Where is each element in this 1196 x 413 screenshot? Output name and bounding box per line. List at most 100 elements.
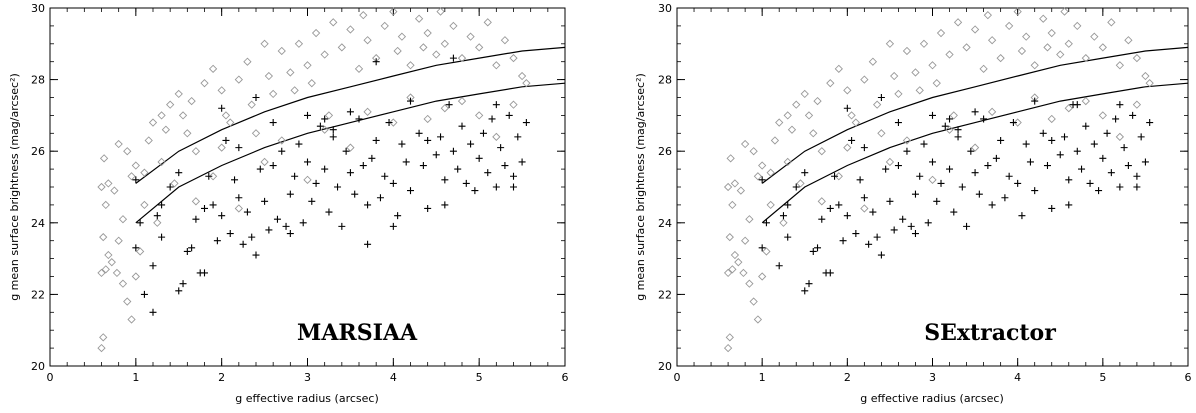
diamond-point (749, 297, 758, 306)
plus-point (1061, 133, 1069, 141)
x-tick-label: 3 (929, 371, 936, 384)
plus-point (1014, 179, 1022, 187)
plus-point (441, 176, 449, 184)
plus-point (890, 226, 898, 234)
x-tick-label: 0 (674, 371, 681, 384)
plus-point (992, 154, 1000, 162)
plus-point (916, 172, 924, 180)
plus-point (501, 162, 509, 170)
diamond-point (492, 132, 501, 142)
diamond-point (843, 86, 852, 95)
plus-point (359, 162, 367, 170)
diamond-point (157, 111, 166, 120)
plus-point (1056, 151, 1064, 159)
diamond-point (932, 79, 941, 88)
plus-point (132, 176, 140, 184)
diamond-point (928, 61, 937, 70)
diamond-point (779, 218, 788, 227)
diamond-point (140, 168, 149, 177)
diamond-point (770, 136, 780, 145)
plus-point (484, 169, 492, 177)
plus-point (492, 101, 500, 109)
diamond-point (104, 179, 113, 188)
diamond-point (389, 118, 398, 127)
plus-point (1116, 101, 1124, 109)
plus-point (886, 197, 894, 205)
diamond-point (99, 232, 108, 242)
diamond-point (728, 265, 737, 274)
plus-point (449, 147, 457, 155)
diamond-point (740, 236, 750, 245)
diamond-point (1064, 39, 1073, 48)
plus-point (364, 201, 372, 209)
plus-point (235, 194, 243, 202)
diamond-point (843, 143, 852, 152)
diamond-point (363, 107, 372, 116)
diamond-point (221, 111, 231, 120)
plus-point (818, 215, 826, 223)
plus-point (1124, 162, 1132, 170)
plus-point (346, 108, 354, 116)
plus-point (975, 190, 983, 198)
diamond-point (475, 111, 484, 120)
diamond-point (1056, 50, 1065, 59)
diamond-point (877, 129, 886, 138)
plus-point (1116, 183, 1124, 191)
plus-point (911, 230, 919, 238)
diamond-point (1090, 32, 1099, 41)
plus-point (316, 122, 324, 130)
plus-point (402, 158, 410, 166)
diamond-point (1081, 96, 1090, 106)
diamond-point (902, 136, 912, 145)
diamond-point (1107, 18, 1116, 27)
x-tick-label: 2 (218, 371, 225, 384)
diamond-point (234, 75, 243, 84)
diamond-point (354, 64, 364, 73)
chart-panel-marsiaa: 0 1 2 3 4 5 6 20 22 24 26 28 30 g effective radius … (8, 2, 569, 405)
diamond-point (911, 68, 920, 77)
plus-point (497, 144, 505, 152)
plus-point (826, 204, 834, 212)
plus-point (325, 208, 333, 216)
diamond-point (380, 21, 389, 31)
plus-point (295, 140, 303, 148)
diamond-point (140, 200, 149, 210)
diamond-point (902, 46, 912, 56)
plus-point (269, 119, 277, 127)
diamond-point (131, 272, 140, 281)
x-tick-label: 1 (759, 371, 766, 384)
curve-line (135, 46, 566, 184)
plus-point (1129, 111, 1137, 119)
plus-point (445, 101, 453, 109)
plus-point (235, 144, 243, 152)
diamond-point (1124, 36, 1133, 45)
diamond-point (1145, 79, 1154, 88)
plus-point (1039, 129, 1047, 137)
diamond-point (97, 182, 106, 192)
plus-point (218, 212, 226, 220)
plus-point (946, 165, 954, 173)
plus-point (424, 204, 432, 212)
plus-point (355, 115, 363, 123)
plus-point (801, 169, 809, 177)
plus-point (907, 222, 915, 230)
plus-point (510, 183, 517, 191)
diamond-point (734, 258, 743, 267)
plus-point (454, 165, 462, 173)
diamond-point (1098, 111, 1107, 120)
plus-point (954, 126, 962, 134)
plus-point (222, 136, 230, 144)
diamond-point (118, 279, 128, 288)
diamond-point (1115, 61, 1125, 70)
diamond-point (847, 111, 856, 120)
diamond-point (101, 265, 110, 274)
y-tick-label: 28 (31, 74, 45, 87)
diamond-point (99, 333, 108, 342)
diamond-point (153, 218, 162, 227)
plus-point (286, 230, 294, 238)
data-points (723, 7, 1154, 353)
diamond-point (928, 175, 937, 184)
plus-point (299, 219, 307, 227)
diamond-point (834, 172, 843, 181)
plus-point (209, 201, 217, 209)
